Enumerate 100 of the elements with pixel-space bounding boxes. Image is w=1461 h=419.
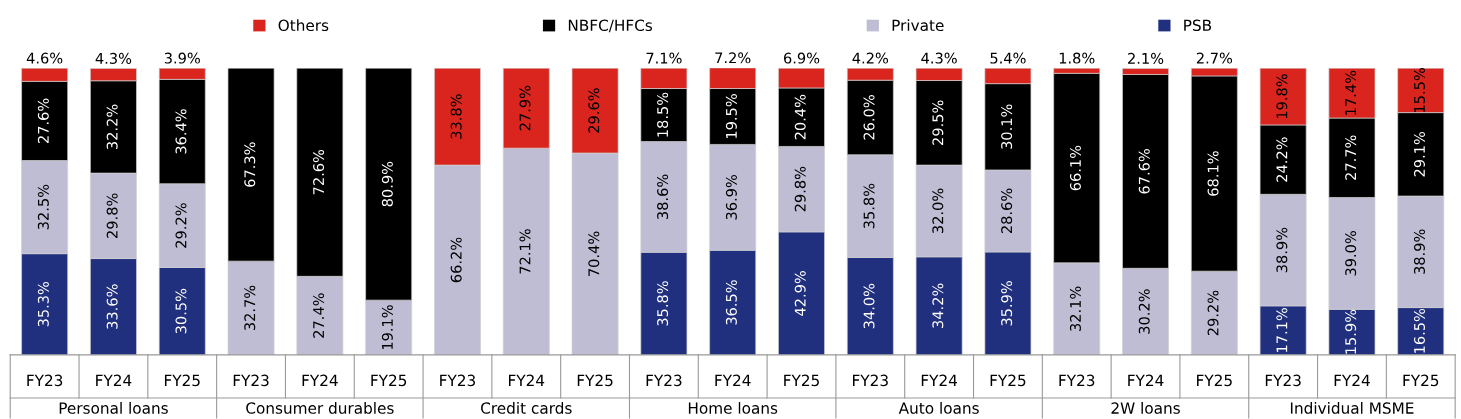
text: Credit cards — [481, 402, 572, 414]
x-tick-label: FY24 — [96, 374, 132, 386]
data-label: 27.9% — [519, 85, 531, 131]
data-label: 30.5% — [175, 288, 187, 334]
data-label: 34.2% — [932, 283, 944, 328]
text: Personal loans — [59, 402, 168, 414]
data-label: 6.9% — [783, 52, 820, 64]
x-tick-label: FY24 — [1334, 374, 1370, 386]
data-label: 36.4% — [175, 109, 187, 154]
legend-label: PSB — [1184, 19, 1212, 32]
data-label: 26.0% — [863, 95, 875, 140]
data-label: 66.1% — [1069, 145, 1081, 191]
data-label: 19.5% — [725, 94, 737, 139]
data-label: 3.9% — [164, 52, 200, 64]
data-label: 34.0% — [863, 283, 875, 329]
text: Individual MSME — [1290, 402, 1414, 414]
x-tick-label: FY25 — [990, 374, 1026, 387]
data-label: 24.2% — [1276, 137, 1288, 182]
legend-label: NBFC/HFCs — [568, 19, 653, 33]
data-label: 27.7% — [1345, 135, 1357, 180]
data-label: 30.1% — [1001, 104, 1013, 149]
x-tick-label: FY24 — [508, 374, 545, 386]
data-label: 68.1% — [1207, 151, 1219, 196]
data-label: 29.1% — [1413, 131, 1425, 177]
data-label: 32.2% — [106, 104, 118, 149]
data-label: 20.4% — [794, 94, 806, 140]
data-label: 4.3% — [95, 52, 132, 64]
data-label: 1.8% — [1059, 52, 1095, 64]
data-label: 2.7% — [1196, 52, 1233, 64]
data-label: 5.4% — [990, 52, 1026, 64]
x-tick-label: FY25 — [371, 374, 407, 387]
data-label: 66.2% — [450, 237, 462, 283]
data-label: 38.6% — [657, 174, 669, 219]
text: Auto loans — [898, 402, 979, 414]
data-label: 27.4% — [313, 293, 325, 338]
legend-label: Private — [892, 19, 944, 32]
data-label: 18.5% — [657, 92, 669, 137]
x-tick-label: FY24 — [715, 374, 751, 386]
data-label: 19.8% — [1276, 74, 1288, 119]
data-label: 36.5% — [725, 280, 737, 325]
data-label: 4.2% — [852, 52, 889, 64]
data-label: 29.2% — [175, 203, 187, 248]
data-label: 29.6% — [588, 88, 600, 133]
data-label: 32.0% — [932, 188, 944, 234]
data-label: 72.6% — [313, 149, 325, 195]
x-tick-label: FY25 — [784, 374, 819, 387]
x-tick-label: FY23 — [27, 374, 63, 387]
data-label: 80.9% — [381, 161, 393, 207]
data-label: 17.1% — [1276, 308, 1288, 352]
text: Home loans — [688, 402, 778, 414]
x-tick-label: FY23 — [440, 374, 476, 387]
data-label: 70.4% — [588, 231, 600, 276]
x-tick-label: FY23 — [646, 374, 682, 387]
data-label: 38.9% — [1413, 229, 1425, 274]
text: 2W loans — [1111, 402, 1180, 414]
x-tick-label: FY25 — [1197, 374, 1232, 387]
data-label: 30.2% — [1138, 289, 1150, 334]
data-label: 4.6% — [26, 52, 63, 64]
data-label: 35.9% — [1001, 281, 1013, 326]
x-tick-label: FY24 — [1128, 374, 1164, 386]
data-label: 67.3% — [244, 142, 256, 187]
x-tick-label: FY24 — [921, 374, 958, 386]
data-label: 32.5% — [37, 184, 49, 230]
x-tick-label: FY23 — [1059, 374, 1095, 387]
data-label: 33.6% — [106, 284, 118, 329]
data-label: 19.1% — [381, 305, 393, 350]
data-label: 17.4% — [1345, 70, 1357, 115]
data-label: 39.0% — [1345, 231, 1357, 276]
x-tick-label: FY25 — [164, 374, 200, 387]
data-label: 35.8% — [863, 183, 875, 229]
data-label: 38.9% — [1276, 227, 1288, 273]
text: Consumer durables — [246, 402, 394, 414]
x-tick-label: FY23 — [1265, 374, 1301, 387]
data-label: 72.1% — [519, 229, 531, 274]
x-tick-label: FY25 — [577, 374, 613, 387]
data-label: 35.8% — [657, 281, 669, 326]
data-label: 7.1% — [646, 52, 682, 64]
data-label: 4.3% — [921, 52, 957, 64]
data-label: 35.3% — [37, 281, 49, 327]
x-tick-label: FY23 — [853, 374, 888, 387]
data-label: 36.9% — [725, 174, 737, 220]
legend-label: Others — [278, 19, 329, 32]
x-tick-label: FY25 — [1403, 374, 1439, 387]
data-label: 29.2% — [1207, 290, 1219, 336]
data-label: 28.6% — [1001, 188, 1013, 234]
data-label: 27.6% — [37, 98, 49, 144]
x-tick-label: FY24 — [302, 374, 338, 386]
data-label: 16.5% — [1413, 308, 1425, 353]
data-label: 42.9% — [794, 271, 806, 316]
data-label: 2.1% — [1128, 52, 1164, 64]
data-label: 7.2% — [715, 52, 751, 64]
data-label: 33.8% — [450, 94, 462, 139]
data-label: 29.8% — [106, 193, 118, 238]
data-label: 67.6% — [1138, 149, 1150, 194]
data-label: 32.7% — [244, 285, 256, 331]
data-label: 15.9% — [1345, 309, 1357, 354]
data-label: 29.8% — [794, 166, 806, 212]
data-label: 32.1% — [1069, 286, 1081, 331]
data-label: 29.5% — [932, 100, 944, 145]
x-tick-label: FY23 — [233, 374, 269, 387]
